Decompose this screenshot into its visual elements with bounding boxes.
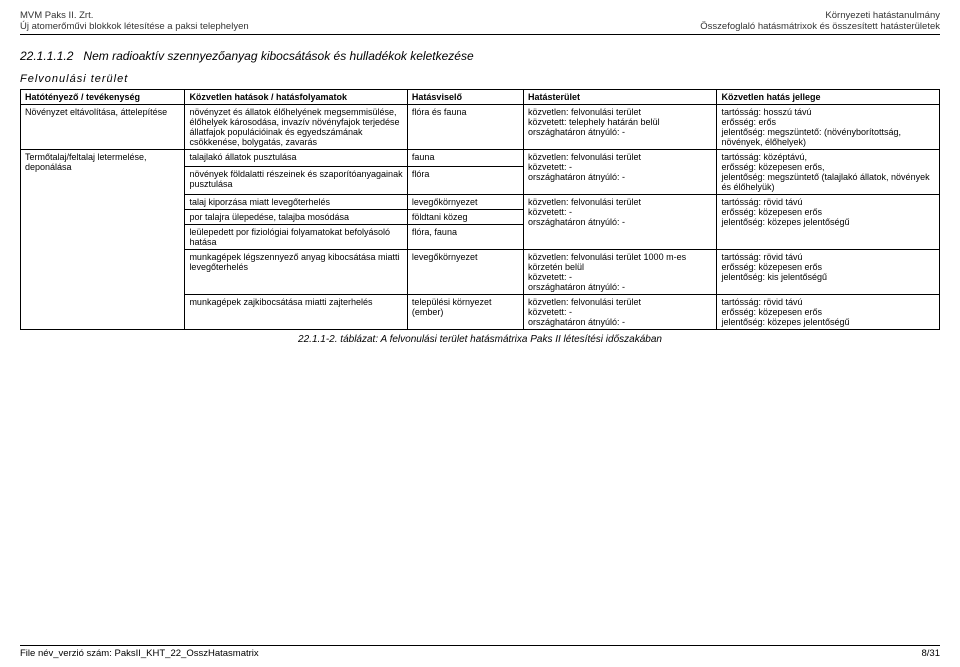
cell-factor: Növényzet eltávolítása, áttelepítése	[21, 105, 185, 150]
table-body: Növényzet eltávolítása, áttelepítésenövé…	[21, 105, 940, 330]
table-head: Hatótényező / tevékenység Közvetlen hatá…	[21, 90, 940, 105]
table-caption: 22.1.1-2. táblázat: A felvonulási terüle…	[20, 334, 940, 345]
cell-process: munkagépek zajkibocsátása miatti zajterh…	[185, 295, 407, 330]
header-subtitle-right: Összefoglaló hatásmátrixok és összesítet…	[700, 21, 940, 32]
cell-process: talajlakó állatok pusztulása	[185, 150, 407, 167]
cell-nature: tartósság: hosszú távú erősség: erős jel…	[717, 105, 940, 150]
section-heading: Nem radioaktív szennyezőanyag kibocsátás…	[83, 49, 473, 63]
cell-process: munkagépek légszennyező anyag kibocsátás…	[185, 250, 407, 295]
col-header-area: Hatásterület	[523, 90, 716, 105]
table-row: Növényzet eltávolítása, áttelepítésenövé…	[21, 105, 940, 150]
cell-area: közvetlen: felvonulási terület közvetett…	[523, 195, 716, 250]
cell-area: közvetlen: felvonulási terület közvetett…	[523, 105, 716, 150]
header-doc-type: Környezeti hatástanulmány	[700, 10, 940, 21]
table-row: Termőtalaj/feltalaj letermelése, deponál…	[21, 150, 940, 167]
cell-process: por talajra ülepedése, talajba mosódása	[185, 210, 407, 225]
cell-area: közvetlen: felvonulási terület közvetett…	[523, 150, 716, 195]
cell-receptor: flóra, fauna	[407, 225, 523, 250]
cell-receptor: levegőkörnyezet	[407, 250, 523, 295]
cell-area: közvetlen: felvonulási terület 1000 m-es…	[523, 250, 716, 295]
cell-process: talaj kiporzása miatt levegőterhelés	[185, 195, 407, 210]
cell-receptor: fauna	[407, 150, 523, 167]
col-header-nature: Közvetlen hatás jellege	[717, 90, 940, 105]
section-number: 22.1.1.1.2	[20, 49, 73, 63]
cell-receptor: földtani közeg	[407, 210, 523, 225]
header-right: Környezeti hatástanulmány Összefoglaló h…	[700, 10, 940, 32]
cell-process: növényzet és állatok élőhelyének megsemm…	[185, 105, 407, 150]
cell-nature: tartósság: rövid távú erősség: közepesen…	[717, 295, 940, 330]
footer-page-number: 8/31	[922, 648, 941, 659]
cell-process: leülepedett por fiziológiai folyamatokat…	[185, 225, 407, 250]
impact-matrix-table: Hatótényező / tevékenység Közvetlen hatá…	[20, 89, 940, 330]
page-header: MVM Paks II. Zrt. Új atomerőművi blokkok…	[20, 10, 940, 35]
header-company: MVM Paks II. Zrt.	[20, 10, 249, 21]
cell-nature: tartósság: középtávú, erősség: közepesen…	[717, 150, 940, 195]
cell-nature: tartósság: rövid távú erősség: közepesen…	[717, 250, 940, 295]
footer-filename: File név_verzió szám: PaksII_KHT_22_Ossz…	[20, 648, 259, 659]
table-subtitle: Felvonulási terület	[20, 73, 940, 85]
col-header-receptor: Hatásviselő	[407, 90, 523, 105]
cell-process: növények földalatti részeinek és szaporí…	[185, 166, 407, 194]
header-left: MVM Paks II. Zrt. Új atomerőművi blokkok…	[20, 10, 249, 32]
cell-nature: tartósság: rövid távú erősség: közepesen…	[717, 195, 940, 250]
cell-receptor: flóra	[407, 166, 523, 194]
header-subtitle-left: Új atomerőművi blokkok létesítése a paks…	[20, 21, 249, 32]
cell-receptor: flóra és fauna	[407, 105, 523, 150]
cell-receptor: települési környezet (ember)	[407, 295, 523, 330]
table-header-row: Hatótényező / tevékenység Közvetlen hatá…	[21, 90, 940, 105]
col-header-process: Közvetlen hatások / hatásfolyamatok	[185, 90, 407, 105]
col-header-factor: Hatótényező / tevékenység	[21, 90, 185, 105]
cell-receptor: levegőkörnyezet	[407, 195, 523, 210]
cell-factor: Termőtalaj/feltalaj letermelése, deponál…	[21, 150, 185, 330]
cell-area: közvetlen: felvonulási terület közvetett…	[523, 295, 716, 330]
page-footer: File név_verzió szám: PaksII_KHT_22_Ossz…	[20, 645, 940, 659]
section-title: 22.1.1.1.2 Nem radioaktív szennyezőanyag…	[20, 49, 940, 63]
